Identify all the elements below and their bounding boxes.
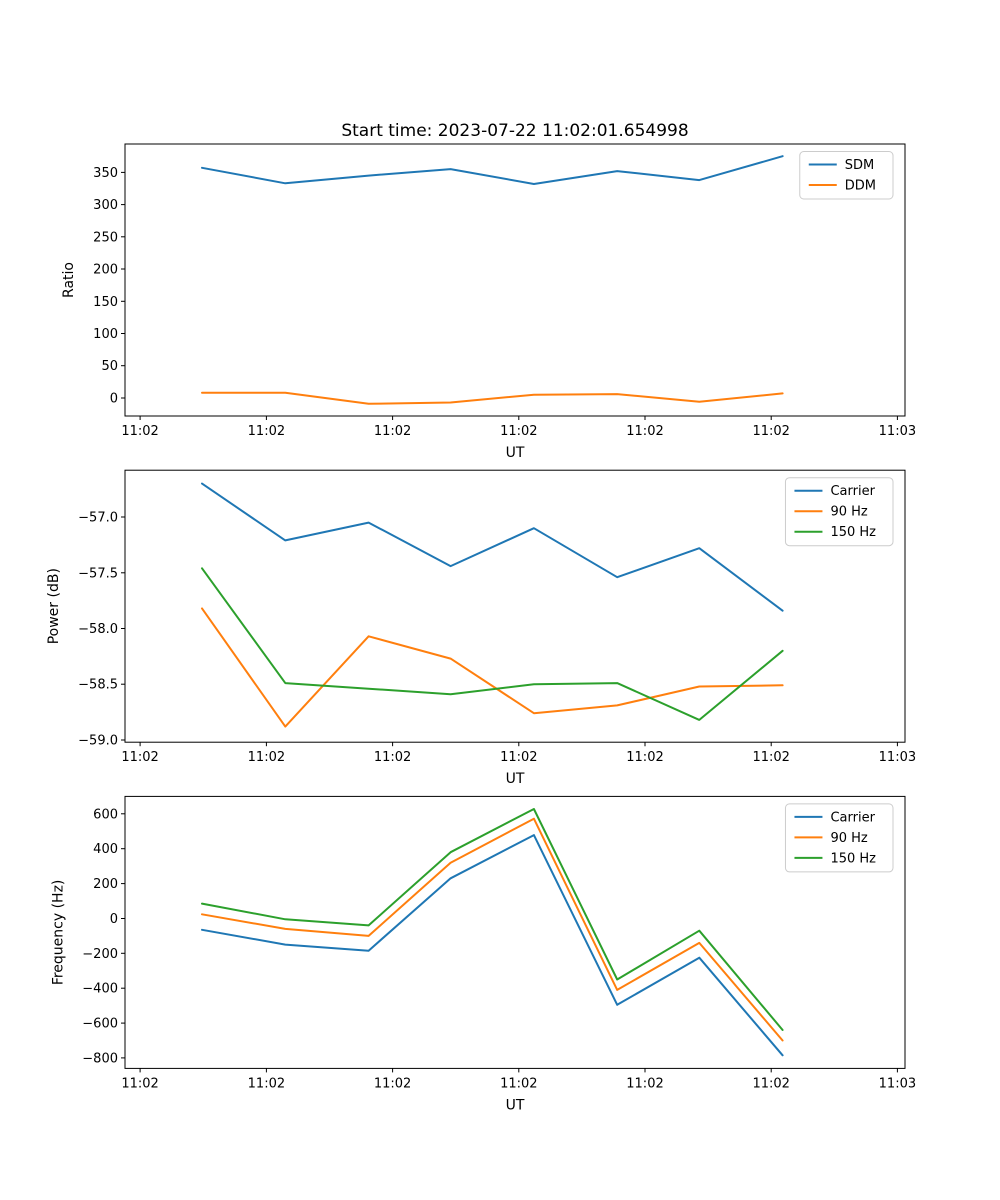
frequency-carrier-line <box>201 834 784 1057</box>
frequency-90-hz-line <box>201 817 784 1042</box>
power-xtick-label: 11:02 <box>500 750 537 765</box>
figure-title: Start time: 2023-07-22 11:02:01.654998 <box>341 121 689 141</box>
power-xtick-label: 11:02 <box>374 750 411 765</box>
ratio-ytick-label: 150 <box>93 295 118 310</box>
power-ytick-label: −58.5 <box>78 678 118 693</box>
ratio-xtick-label: 11:02 <box>500 424 537 439</box>
frequency-legend-carrier-label: Carrier <box>830 810 875 825</box>
power-legend: Carrier 90 Hz 150 Hz <box>784 477 894 547</box>
frequency-xtick-label: 11:02 <box>374 1076 411 1091</box>
power-legend-carrier-label: Carrier <box>830 484 875 499</box>
frequency-xtick-label: 11:02 <box>248 1076 285 1091</box>
ratio-ddm-line <box>201 391 784 405</box>
frequency-150-hz-line <box>201 808 784 1031</box>
ratio-xtick-label: 11:03 <box>879 424 916 439</box>
power-ytick-label: −59.0 <box>78 734 118 749</box>
power-xlabel: UT <box>506 771 525 787</box>
power-ylabel: Power (dB) <box>46 568 62 644</box>
frequency-legend: Carrier 90 Hz 150 Hz <box>784 803 894 873</box>
frequency-ytick-label: 200 <box>93 877 118 892</box>
ratio-xlabel: UT <box>506 445 525 461</box>
ratio-legend-box <box>799 151 894 200</box>
power-90-hz-line <box>201 607 784 728</box>
frequency-xtick-label: 11:02 <box>626 1076 663 1091</box>
frequency-ytick-label: 600 <box>93 807 118 822</box>
frequency-legend-90-hz-label: 90 Hz <box>830 831 867 846</box>
power-plot-frame <box>124 469 906 743</box>
ratio-ytick-label: 50 <box>101 359 118 374</box>
ratio-xtick-label: 11:02 <box>121 424 158 439</box>
frequency-xtick-label: 11:02 <box>500 1076 537 1091</box>
ratio-ytick-label: 250 <box>93 230 118 245</box>
power-carrier-line <box>201 482 784 612</box>
ratio-xtick-label: 11:02 <box>374 424 411 439</box>
frequency-ylabel: Frequency (Hz) <box>50 880 66 986</box>
ratio-sdm-line <box>201 155 784 185</box>
ratio-ytick-label: 100 <box>93 327 118 342</box>
power-xtick-label: 11:03 <box>879 750 916 765</box>
ratio-ytick-label: 0 <box>110 392 118 407</box>
frequency-xlabel: UT <box>506 1097 525 1113</box>
frequency-ytick-label: 0 <box>110 912 118 927</box>
frequency-legend-150-hz-label: 150 Hz <box>830 851 876 866</box>
subplot-power: 11:02 11:02 11:02 11:02 11:02 11:02 11:03 −59.0… <box>46 469 916 787</box>
ratio-ytick-label: 200 <box>93 263 118 278</box>
power-legend-90-hz-label: 90 Hz <box>830 505 867 520</box>
frequency-ytick-label: −800 <box>82 1051 118 1066</box>
ratio-xtick-label: 11:02 <box>626 424 663 439</box>
power-xtick-label: 11:02 <box>121 750 158 765</box>
power-legend-box <box>784 477 894 547</box>
frequency-ytick-label: −600 <box>82 1017 118 1032</box>
frequency-xtick-label: 11:03 <box>879 1076 916 1091</box>
power-xtick-label: 11:02 <box>626 750 663 765</box>
frequency-ytick-label: −200 <box>82 947 118 962</box>
ratio-legend-sdm-label: SDM <box>845 158 874 173</box>
ratio-legend: SDM DDM <box>799 151 894 200</box>
power-150-hz-line <box>201 567 784 721</box>
frequency-xtick-label: 11:02 <box>121 1076 158 1091</box>
frequency-ytick-label: 400 <box>93 842 118 857</box>
power-ytick-label: −57.5 <box>78 566 118 581</box>
frequency-ytick-label: −400 <box>82 982 118 997</box>
ratio-plot-frame <box>124 143 906 417</box>
subplot-ratio: 11:02 11:02 11:02 11:02 11:02 11:02 11:03 0 50 10… <box>61 143 916 461</box>
ratio-ylabel: Ratio <box>61 262 77 298</box>
power-xtick-label: 11:02 <box>752 750 789 765</box>
frequency-plot-frame <box>124 795 906 1069</box>
power-legend-150-hz-label: 150 Hz <box>830 525 876 540</box>
ratio-legend-ddm-label: DDM <box>845 179 876 194</box>
ratio-xtick-label: 11:02 <box>752 424 789 439</box>
power-xtick-label: 11:02 <box>248 750 285 765</box>
power-ytick-label: −58.0 <box>78 622 118 637</box>
ratio-ytick-label: 300 <box>93 198 118 213</box>
frequency-legend-box <box>784 803 894 873</box>
subplot-frequency: 11:02 11:02 11:02 11:02 11:02 11:02 11:03 −800 −… <box>50 795 916 1113</box>
frequency-xtick-label: 11:02 <box>752 1076 789 1091</box>
ratio-xtick-label: 11:02 <box>248 424 285 439</box>
power-ytick-label: −57.0 <box>78 511 118 526</box>
ratio-ytick-label: 350 <box>93 166 118 181</box>
